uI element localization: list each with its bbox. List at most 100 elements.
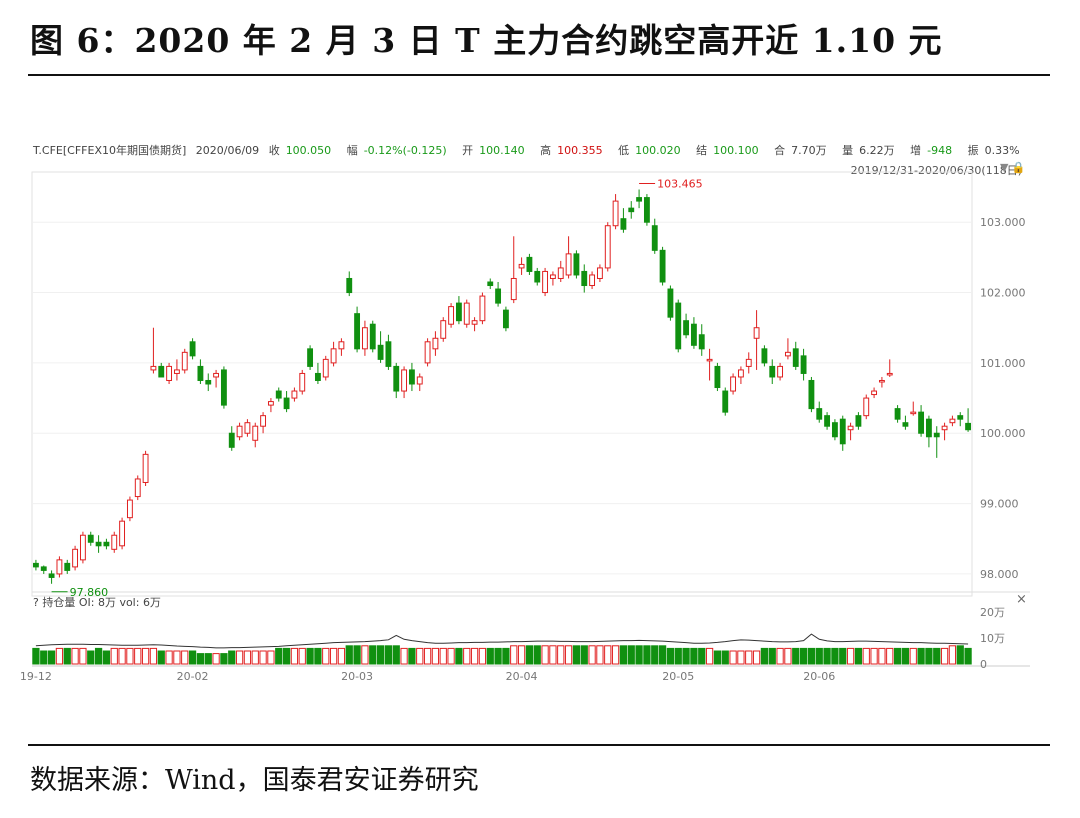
candle-body: [784, 351, 791, 357]
candle-body: [957, 415, 964, 420]
candle-body: [596, 267, 603, 279]
candle-body: [463, 302, 470, 325]
candle-body: [166, 365, 173, 381]
volume-bar: [517, 645, 526, 665]
candle-body: [79, 534, 86, 561]
range-controls: ▼ 🔒: [1000, 161, 1025, 174]
help-icon[interactable]: ?: [33, 596, 39, 609]
source-rule: [28, 744, 1050, 746]
candle-body: [314, 372, 321, 381]
candle-body: [181, 351, 188, 371]
close-value: 100.050: [285, 144, 332, 157]
volume-bar: [792, 647, 800, 665]
oi-change-label: 增: [910, 144, 922, 157]
source-text: 数据来源：Wind，国泰君安证券研究: [30, 765, 479, 796]
candle-body: [56, 559, 63, 575]
low-quote: 低 100.020: [618, 144, 687, 157]
volume-bar: [807, 647, 816, 665]
settle-quote: 结 100.100: [696, 144, 765, 157]
volume-bar: [188, 650, 197, 665]
volume-bar: [361, 645, 369, 665]
amplitude-value: 0.33%: [984, 144, 1020, 157]
volume-bar: [220, 653, 228, 665]
candle-body: [706, 358, 713, 362]
candle-body: [675, 302, 682, 350]
annotation-label: 103.465: [657, 177, 703, 190]
volume-bar: [228, 650, 236, 665]
volume-bar: [157, 650, 165, 665]
candle-body: [808, 379, 815, 410]
candle-body: [636, 197, 643, 202]
candle-body: [220, 369, 227, 406]
candle-body: [158, 365, 165, 378]
candle-body: [965, 422, 972, 431]
x-tick-label: 20-03: [341, 670, 373, 683]
lock-icon[interactable]: 🔒: [1011, 161, 1026, 174]
volume-bar: [956, 645, 964, 665]
volume-bar: [846, 647, 855, 665]
volume-bar: [173, 650, 181, 665]
x-tick-label: 19-12: [20, 670, 52, 683]
volume-quote: 量 6.22万: [842, 144, 901, 157]
volume-bar: [423, 647, 432, 665]
volume-bar: [933, 647, 941, 665]
volume-bar: [431, 647, 440, 665]
volume-bar: [40, 650, 48, 665]
high-value: 100.355: [557, 144, 603, 157]
candle-body: [173, 369, 180, 374]
candle-body: [871, 390, 878, 396]
volume-bar: [870, 647, 878, 665]
candle-body: [252, 425, 259, 441]
candle-body: [792, 348, 799, 367]
volume-bar: [165, 650, 173, 665]
volume-bar: [925, 647, 933, 665]
candle-body: [659, 249, 666, 283]
volume-bar: [110, 647, 118, 665]
settle-label: 结: [696, 144, 708, 157]
candle-body: [589, 274, 596, 287]
low-value: 100.020: [635, 144, 681, 157]
volume-bar: [948, 645, 957, 665]
candle-body: [831, 422, 838, 438]
volume-bar: [768, 647, 776, 665]
volume-bar: [102, 650, 111, 665]
candle-body: [142, 453, 149, 483]
oi-panel-header: ? 持仓量 OI: 8万 vol: 6万: [33, 594, 161, 610]
volume-tick-label: 0: [980, 658, 987, 671]
close-icon[interactable]: ×: [1016, 592, 1027, 607]
volume-bar: [353, 645, 361, 665]
candle-body: [338, 341, 345, 350]
volume-bar: [369, 645, 377, 665]
volume-bar: [674, 647, 682, 665]
candle-body: [275, 390, 282, 399]
volume-bar: [455, 647, 463, 665]
candle-body: [855, 415, 862, 427]
dropdown-icon[interactable]: ▼: [1000, 161, 1009, 174]
volume-bar: [619, 645, 628, 665]
volume-bar: [635, 645, 643, 665]
volume-value: 6.22万: [859, 144, 895, 157]
candle-body: [64, 562, 71, 571]
open-interest-line: [35, 633, 969, 649]
volume-label: 量: [842, 144, 854, 157]
date-range[interactable]: 2019/12/31-2020/06/30(118日): [850, 164, 1022, 177]
volume-bar: [713, 650, 722, 665]
close-quote: 收 100.050: [269, 144, 338, 157]
x-tick-label: 20-04: [506, 670, 538, 683]
volume-bar: [533, 645, 541, 665]
volume-bar: [267, 650, 275, 665]
symbol-text: T.CFE[CFFEX10年期国债期货]: [33, 144, 187, 157]
candle-body: [455, 302, 462, 322]
candle-body: [518, 263, 525, 269]
candle-body: [416, 376, 423, 385]
candle-body: [761, 348, 768, 364]
candle-body: [150, 365, 157, 371]
volume-bar: [705, 647, 714, 665]
volume-bar: [345, 645, 353, 665]
candle-body: [800, 355, 807, 374]
candle-body: [549, 274, 556, 279]
volume-bar: [79, 647, 87, 665]
candle-body: [777, 365, 784, 378]
candle-body: [683, 320, 690, 336]
